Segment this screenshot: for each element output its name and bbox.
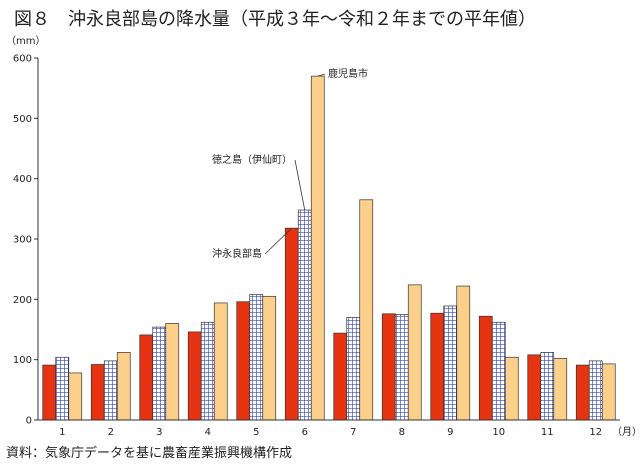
bar-1-8 — [394, 314, 409, 421]
x-tick-label: 9 — [447, 427, 453, 438]
bar-0-10 — [478, 315, 493, 421]
x-tick-label: 1 — [59, 427, 65, 438]
bar-0-7 — [333, 332, 348, 421]
bar-1-12 — [588, 360, 603, 421]
bar-1-7 — [346, 317, 361, 421]
bar-2-4 — [213, 302, 228, 421]
y-tick-label: 500 — [13, 114, 32, 125]
bar-2-6 — [310, 75, 325, 421]
annotation-leader — [294, 159, 306, 211]
annotation-label: 沖永良部島 — [212, 247, 262, 260]
annotation-label: 徳之島（伊仙町） — [212, 153, 292, 166]
bar-0-1 — [42, 364, 57, 421]
y-tick-label: 600 — [13, 54, 32, 65]
y-tick-label: 400 — [13, 174, 32, 185]
y-tick-label: 0 — [26, 416, 32, 427]
bar-1-6 — [297, 209, 312, 421]
bar-0-2 — [90, 364, 105, 421]
bar-2-10 — [504, 356, 519, 421]
bar-2-9 — [456, 285, 471, 421]
x-tick-label: 4 — [205, 427, 211, 438]
bar-1-5 — [249, 294, 264, 421]
bar-2-5 — [262, 295, 277, 421]
bar-0-4 — [187, 331, 202, 421]
bar-0-3 — [139, 334, 154, 421]
bar-1-11 — [540, 352, 555, 421]
bar-1-4 — [200, 321, 215, 421]
source-note: 資料：気象庁データを基に農畜産業振興機構作成 — [6, 446, 293, 461]
y-tick-label: 200 — [13, 295, 32, 306]
chart-title: 図８ 沖永良部島の降水量（平成３年～令和２年までの平年値） — [14, 9, 536, 30]
bar-1-9 — [443, 305, 458, 421]
x-tick-label: 3 — [156, 427, 162, 438]
bar-0-5 — [236, 301, 251, 421]
bar-2-12 — [601, 363, 616, 421]
bar-0-12 — [575, 364, 590, 421]
x-tick-label: 11 — [541, 427, 554, 438]
bar-0-9 — [430, 312, 445, 421]
x-tick-label: 2 — [108, 427, 114, 438]
bar-1-2 — [103, 360, 118, 421]
annotation-label: 鹿児島市 — [328, 67, 368, 80]
bar-0-8 — [381, 313, 396, 421]
y-tick-label: 100 — [13, 355, 32, 366]
bar-0-6 — [284, 227, 299, 421]
bar-1-3 — [152, 326, 167, 421]
bar-chart: 1 2 3 4 5 6 7 8 9 10 11 120100200300400500600（mm）（月… — [6, 35, 640, 438]
bar-2-1 — [68, 372, 83, 421]
bar-2-8 — [407, 284, 422, 421]
bar-2-3 — [165, 323, 180, 421]
x-tick-label: 5 — [253, 427, 259, 438]
annotation-leader — [264, 227, 293, 255]
bar-1-10 — [491, 321, 506, 421]
x-tick-label: 7 — [350, 427, 356, 438]
x-axis-unit: （月） — [612, 426, 640, 438]
x-tick-label: 10 — [492, 427, 505, 438]
x-tick-label: 8 — [399, 427, 405, 438]
y-tick-label: 300 — [13, 235, 32, 246]
bar-2-11 — [553, 358, 568, 421]
x-tick-label: 6 — [302, 427, 308, 438]
bar-1-1 — [55, 356, 70, 421]
bar-2-7 — [359, 199, 374, 421]
y-axis-unit: （mm） — [6, 35, 45, 47]
annotation-leader — [317, 73, 326, 77]
bar-2-2 — [116, 352, 131, 421]
x-tick-label: 12 — [589, 427, 602, 438]
bar-0-11 — [527, 354, 542, 421]
